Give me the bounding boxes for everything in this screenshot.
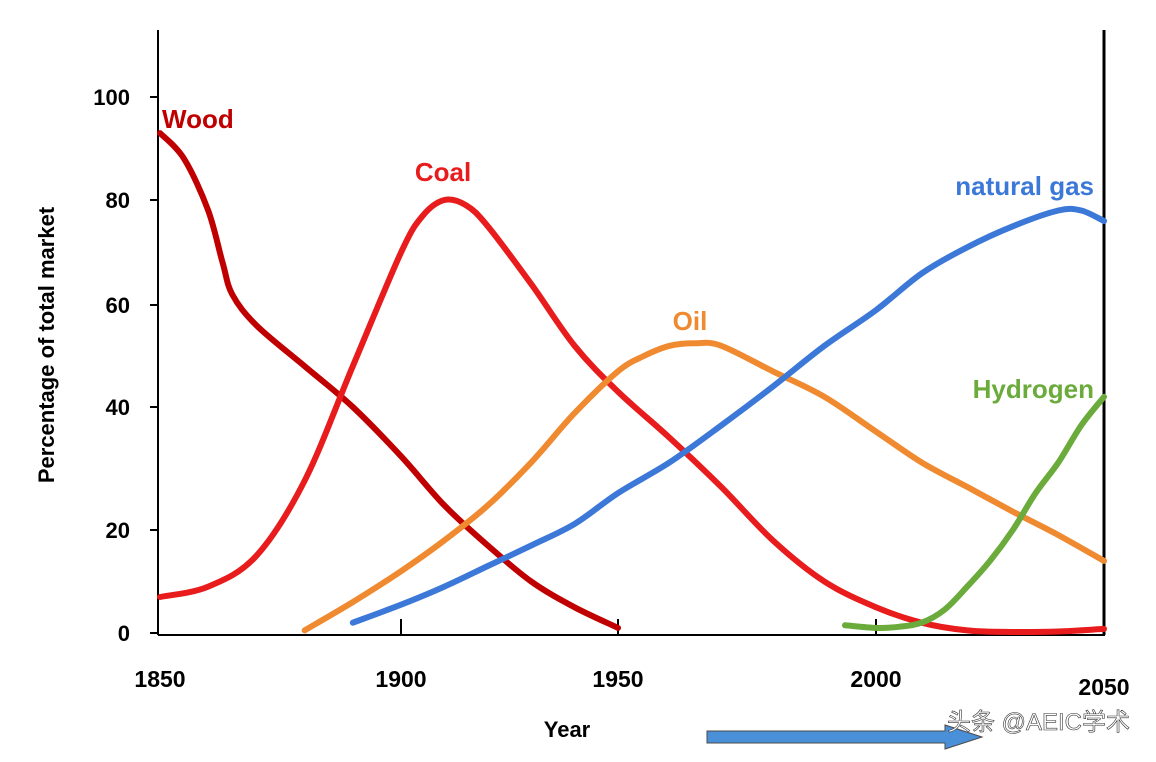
y-tick-label: 60 [106,293,130,318]
x-tick-label: 1850 [134,666,185,692]
y-tick-label: 80 [106,188,130,213]
y-tick-label: 40 [106,395,130,420]
series-label-natural-gas: natural gas [955,171,1094,201]
series-line-wood [157,130,621,631]
series-line-coal [157,196,1107,636]
series-label-oil: Oil [673,306,708,336]
series-line-oil [301,339,1107,634]
y-tick-label: 100 [93,85,130,110]
y-tick-label: 20 [106,518,130,543]
watermark-text: 头条 @AEIC学术 [947,709,1130,736]
series-label-coal: Coal [415,157,471,187]
x-axis-title: Year [544,717,591,742]
y-tick-group: 0 20 40 60 80 100 [93,85,158,646]
series-label-hydrogen: Hydrogen [973,374,1094,404]
series-line-hydrogen [842,393,1107,631]
series-label-group: Wood Coal Oil natural gas Hydrogen [162,104,1094,404]
series-line-natural-gas [349,205,1107,626]
x-tick-label: 2000 [850,666,901,692]
series-label-wood: Wood [162,104,234,134]
y-tick-label: 0 [118,621,130,646]
x-tick-label: 1900 [375,666,426,692]
x-tick-label: 2050 [1078,674,1129,700]
y-axis-title: Percentage of total market [34,206,59,483]
future-arrow-icon [706,724,984,750]
x-tick-label: 1950 [592,666,643,692]
series-group [157,130,1107,636]
x-tick-group: 1850 1900 1950 2000 2050 [134,619,1130,700]
